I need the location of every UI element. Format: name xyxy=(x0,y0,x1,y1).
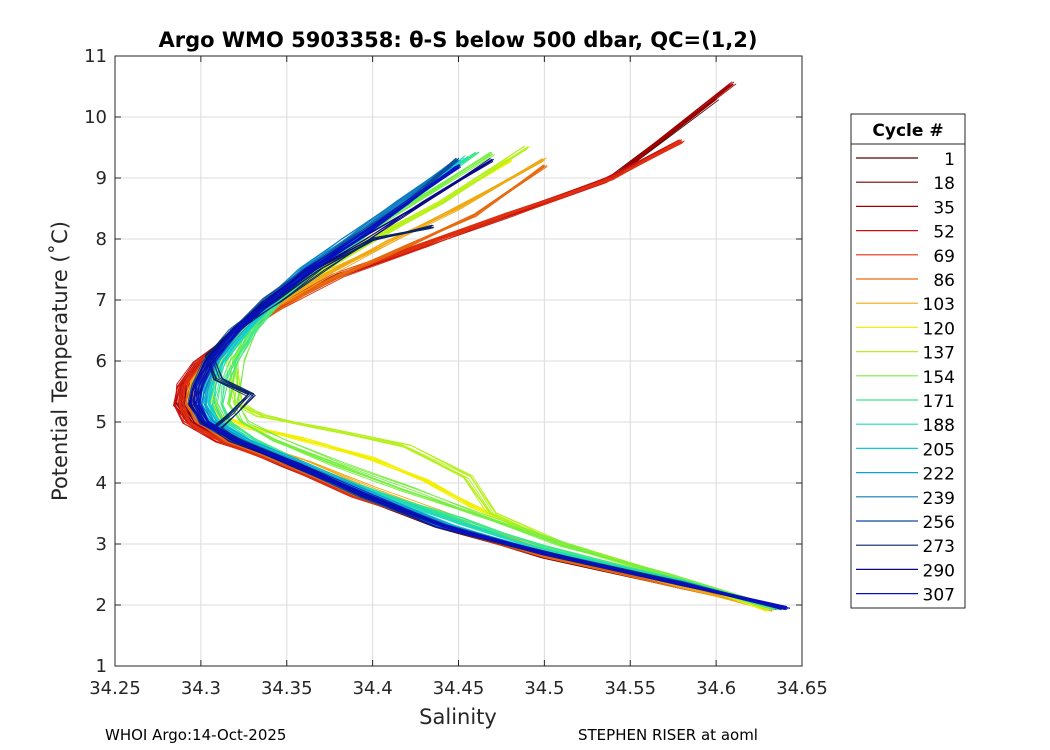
legend-title: Cycle # xyxy=(872,121,943,141)
y-tick-label: 8 xyxy=(96,229,107,250)
x-tick-label: 34.4 xyxy=(353,678,393,699)
legend-label-273: 273 xyxy=(923,537,955,557)
legend-label-69: 69 xyxy=(933,247,955,267)
y-tick-label: 2 xyxy=(96,595,107,616)
x-tick-label: 34.5 xyxy=(524,678,564,699)
x-tick-label: 34.6 xyxy=(696,678,736,699)
y-tick-label: 4 xyxy=(96,473,107,494)
y-tick-label: 5 xyxy=(96,412,107,433)
legend-label-307: 307 xyxy=(923,586,955,606)
legend-box xyxy=(850,113,966,609)
legend-label-171: 171 xyxy=(923,392,955,412)
legend-entries: 1 18 35 52 69 86 103 120 137 154 171 188 205 222 239 25… xyxy=(856,150,955,606)
y-tick-label: 1 xyxy=(96,656,107,677)
legend-label-103: 103 xyxy=(923,295,955,315)
y-axis-label: Potential Temperature (˚C) xyxy=(48,221,72,501)
x-ticks: 34.25 34.3 34.35 34.4 34.45 34.5 34.55 34.6 34.6… xyxy=(89,56,828,699)
x-tick-label: 34.55 xyxy=(604,678,656,699)
legend-label-1: 1 xyxy=(944,150,955,170)
y-tick-label: 3 xyxy=(96,534,107,555)
series-group xyxy=(173,81,791,612)
y-tick-label: 9 xyxy=(96,168,107,189)
legend-label-188: 188 xyxy=(923,416,955,436)
y-ticks: 1 2 3 4 5 6 7 8 9 10 11 xyxy=(84,46,802,677)
legend-label-222: 222 xyxy=(923,465,955,485)
footer-left: WHOI Argo:14-Oct-2025 xyxy=(105,726,286,744)
chart-title: Argo WMO 5903358: θ-S below 500 dbar, QC… xyxy=(159,28,758,52)
legend-label-290: 290 xyxy=(923,561,955,581)
y-tick-label: 6 xyxy=(96,351,107,372)
x-tick-label: 34.65 xyxy=(776,678,828,699)
legend-label-35: 35 xyxy=(933,198,955,218)
profile-line-series-17 xyxy=(192,164,787,607)
x-tick-label: 34.45 xyxy=(433,678,485,699)
legend: Cycle # 1 18 35 52 69 86 103 120 137 154 171 188 205… xyxy=(850,113,966,609)
legend-label-52: 52 xyxy=(933,223,955,243)
y-tick-label: 11 xyxy=(84,46,107,67)
x-tick-label: 34.3 xyxy=(181,678,221,699)
x-axis-label: Salinity xyxy=(419,705,497,729)
legend-label-137: 137 xyxy=(923,344,955,364)
legend-label-205: 205 xyxy=(923,440,955,460)
x-tick-label: 34.35 xyxy=(261,678,313,699)
legend-label-154: 154 xyxy=(923,368,955,388)
legend-label-239: 239 xyxy=(923,489,955,509)
legend-label-256: 256 xyxy=(923,513,955,533)
y-tick-label: 7 xyxy=(96,290,107,311)
x-tick-label: 34.25 xyxy=(89,678,141,699)
legend-label-86: 86 xyxy=(933,271,955,291)
footer-right: STEPHEN RISER at aoml xyxy=(578,726,758,744)
legend-label-120: 120 xyxy=(923,319,955,339)
y-tick-label: 10 xyxy=(84,107,107,128)
profile-line-series-17 xyxy=(199,164,791,609)
legend-label-18: 18 xyxy=(933,174,955,194)
